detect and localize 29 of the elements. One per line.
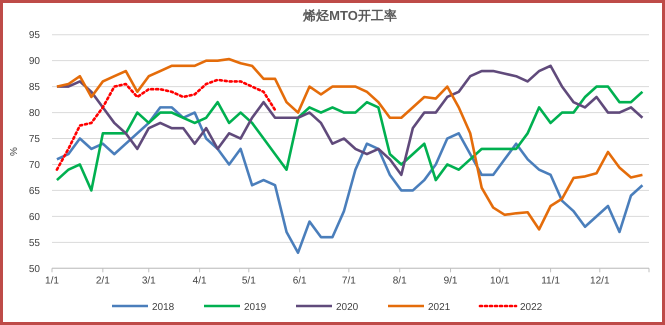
y-tick-label: 85 [28, 82, 40, 94]
legend-label: 2021 [428, 302, 451, 313]
x-tick-label: 9/1 [444, 275, 458, 286]
x-tick-label: 5/1 [242, 275, 256, 286]
x-tick-label: 10/1 [490, 275, 510, 286]
y-tick-label: 90 [28, 56, 40, 68]
y-tick-label: 95 [28, 30, 40, 42]
x-tick-label: 4/1 [192, 275, 207, 286]
legend-label: 2020 [336, 302, 359, 313]
legend-label: 2019 [244, 302, 267, 313]
y-tick-label: 80 [28, 108, 40, 120]
x-tick-label: 1/1 [45, 275, 60, 286]
y-tick-label: 65 [28, 186, 40, 197]
x-tick-label: 7/1 [342, 275, 356, 286]
y-tick-label: 60 [28, 212, 40, 223]
y-tick-label: 75 [28, 134, 40, 146]
legend-label: 2022 [520, 302, 543, 313]
x-tick-label: 2/1 [96, 275, 110, 286]
x-tick-label: 3/1 [142, 275, 156, 286]
y-axis-title: % [9, 146, 20, 156]
x-tick-label: 12/1 [590, 275, 610, 286]
chart-title: 烯烃MTO开工率 [302, 8, 397, 23]
x-tick-label: 11/1 [541, 275, 560, 286]
legend-label: 2018 [152, 302, 175, 313]
x-tick-label: 8/1 [392, 275, 408, 286]
y-tick-label: 70 [28, 160, 40, 171]
x-tick-label: 6/1 [292, 275, 308, 286]
y-tick-label: 50 [28, 264, 40, 275]
y-tick-label: 55 [28, 238, 40, 249]
